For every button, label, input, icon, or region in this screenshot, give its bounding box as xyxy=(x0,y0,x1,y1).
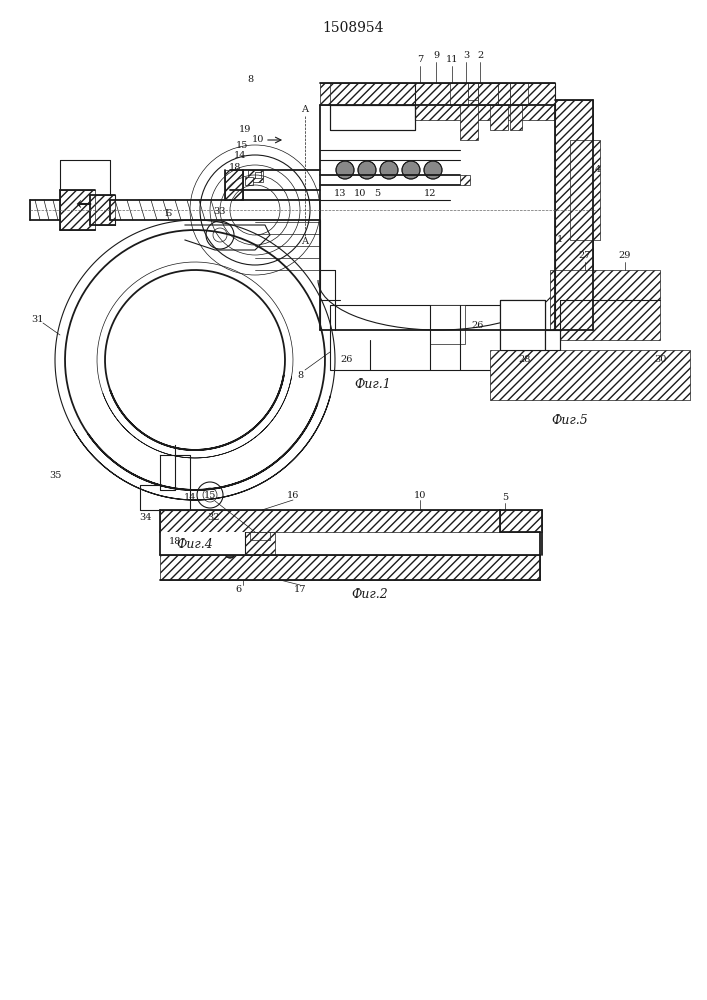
Text: 1508954: 1508954 xyxy=(322,21,384,35)
Text: 5: 5 xyxy=(502,493,508,502)
Text: Б: Б xyxy=(164,210,172,219)
Bar xyxy=(225,170,243,200)
Text: ←: ← xyxy=(75,196,91,214)
Text: 4: 4 xyxy=(595,165,601,174)
Circle shape xyxy=(358,161,376,179)
Bar xyxy=(500,300,545,350)
Bar xyxy=(550,270,660,340)
Text: 8: 8 xyxy=(297,370,303,379)
Text: 18: 18 xyxy=(229,162,241,172)
Text: 13: 13 xyxy=(334,190,346,198)
Text: Фиг.2: Фиг.2 xyxy=(351,588,388,601)
Bar xyxy=(468,83,478,100)
Circle shape xyxy=(402,161,420,179)
Bar xyxy=(248,170,263,182)
Bar xyxy=(450,83,468,105)
Bar xyxy=(545,330,560,350)
Bar xyxy=(498,83,510,105)
Text: 15: 15 xyxy=(204,490,216,499)
Bar xyxy=(320,83,555,105)
Bar xyxy=(330,83,415,105)
Text: 26: 26 xyxy=(341,356,354,364)
Text: 17: 17 xyxy=(293,585,306,594)
Bar xyxy=(160,510,500,532)
Bar xyxy=(415,83,555,120)
Text: 7: 7 xyxy=(417,55,423,64)
Text: 29: 29 xyxy=(619,250,631,259)
Bar xyxy=(160,532,245,555)
Text: 3: 3 xyxy=(463,51,469,60)
Bar xyxy=(160,555,540,580)
Text: 34: 34 xyxy=(139,514,151,522)
Text: 35: 35 xyxy=(49,471,62,480)
Text: 10: 10 xyxy=(354,190,366,198)
Text: 1: 1 xyxy=(557,235,563,244)
Bar xyxy=(250,532,270,540)
Bar xyxy=(500,300,545,350)
Bar xyxy=(500,510,542,532)
Text: 30: 30 xyxy=(654,356,666,364)
Text: Фиг.4: Фиг.4 xyxy=(177,538,214,552)
Text: 28: 28 xyxy=(519,356,531,364)
Bar xyxy=(245,177,253,185)
Circle shape xyxy=(424,161,442,179)
Bar xyxy=(330,105,415,130)
Bar xyxy=(245,532,275,555)
Text: 32: 32 xyxy=(206,514,219,522)
Text: 12: 12 xyxy=(423,190,436,198)
Text: 27: 27 xyxy=(579,250,591,259)
Bar xyxy=(255,172,261,178)
Text: 33: 33 xyxy=(214,208,226,217)
Circle shape xyxy=(336,161,354,179)
Bar xyxy=(330,105,370,130)
Text: 6: 6 xyxy=(235,585,241,594)
Bar xyxy=(570,140,600,240)
Bar xyxy=(510,83,522,130)
Text: 10: 10 xyxy=(252,135,264,144)
Text: 16: 16 xyxy=(287,490,299,499)
Text: 15: 15 xyxy=(236,140,248,149)
Text: 26: 26 xyxy=(472,320,484,330)
Text: 19: 19 xyxy=(239,125,251,134)
Text: 2: 2 xyxy=(477,51,483,60)
Text: 14: 14 xyxy=(234,151,246,160)
Text: 14: 14 xyxy=(184,492,197,502)
Bar xyxy=(478,83,498,105)
Text: A: A xyxy=(301,237,308,246)
Bar xyxy=(555,100,593,330)
Text: Фиг.5: Фиг.5 xyxy=(551,414,588,426)
Text: 11: 11 xyxy=(445,55,458,64)
Text: 18: 18 xyxy=(169,538,181,546)
Text: 9: 9 xyxy=(433,51,439,60)
Circle shape xyxy=(380,161,398,179)
Bar xyxy=(330,305,535,370)
Bar xyxy=(430,305,465,344)
Bar xyxy=(460,83,478,140)
Bar xyxy=(510,83,528,105)
Text: 5: 5 xyxy=(374,190,380,198)
Text: 31: 31 xyxy=(30,316,43,324)
Bar xyxy=(60,190,95,230)
Text: A: A xyxy=(301,105,308,114)
Text: 10: 10 xyxy=(414,490,426,499)
Bar xyxy=(90,195,115,225)
Bar xyxy=(490,83,508,130)
Circle shape xyxy=(225,548,235,558)
Text: Фиг.1: Фиг.1 xyxy=(355,378,392,391)
Bar xyxy=(460,175,470,185)
Bar xyxy=(490,350,690,400)
Text: 8: 8 xyxy=(247,75,253,84)
